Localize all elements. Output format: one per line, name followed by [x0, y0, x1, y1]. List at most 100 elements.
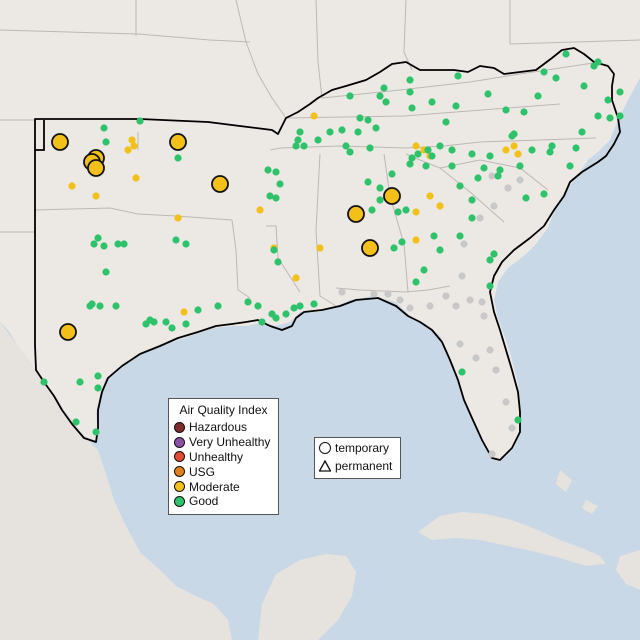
- monitor-marker-good[interactable]: [376, 92, 384, 100]
- monitor-marker-good[interactable]: [112, 302, 120, 310]
- monitor-marker-good[interactable]: [580, 82, 588, 90]
- monitor-marker-good[interactable]: [468, 214, 476, 222]
- monitor-marker-good[interactable]: [566, 162, 574, 170]
- monitor-marker-no-data[interactable]: [396, 296, 404, 304]
- monitor-marker-good[interactable]: [436, 246, 444, 254]
- monitor-marker-good[interactable]: [136, 117, 144, 125]
- monitor-marker-good[interactable]: [300, 142, 308, 150]
- monitor-marker-good[interactable]: [616, 88, 624, 96]
- monitor-marker-good[interactable]: [88, 300, 96, 308]
- monitor-marker-good[interactable]: [480, 164, 488, 172]
- monitor-marker-good[interactable]: [346, 148, 354, 156]
- monitor-marker-good[interactable]: [578, 128, 586, 136]
- monitor-marker-no-data[interactable]: [466, 296, 474, 304]
- monitor-marker-good[interactable]: [270, 246, 278, 254]
- monitor-marker-no-data[interactable]: [502, 398, 510, 406]
- monitor-marker-no-data[interactable]: [476, 214, 484, 222]
- monitor-marker-moderate[interactable]: [292, 274, 300, 282]
- monitor-marker-good[interactable]: [90, 240, 98, 248]
- monitor-marker-good[interactable]: [486, 256, 494, 264]
- monitor-marker-good[interactable]: [468, 196, 476, 204]
- monitor-marker-good[interactable]: [100, 124, 108, 132]
- monitor-marker-good[interactable]: [520, 108, 528, 116]
- monitor-marker-good[interactable]: [454, 72, 462, 80]
- monitor-marker-moderate-temporary[interactable]: [347, 205, 365, 223]
- monitor-marker-good[interactable]: [150, 318, 158, 326]
- monitor-marker-good[interactable]: [606, 114, 614, 122]
- monitor-marker-good[interactable]: [402, 206, 410, 214]
- monitor-marker-moderate[interactable]: [92, 192, 100, 200]
- monitor-marker-moderate[interactable]: [128, 136, 136, 144]
- monitor-marker-moderate[interactable]: [68, 182, 76, 190]
- monitor-marker-no-data[interactable]: [488, 450, 496, 458]
- monitor-marker-good[interactable]: [338, 126, 346, 134]
- monitor-marker-good[interactable]: [448, 146, 456, 154]
- monitor-marker-moderate[interactable]: [310, 112, 318, 120]
- monitor-marker-good[interactable]: [292, 142, 300, 150]
- monitor-marker-good[interactable]: [276, 180, 284, 188]
- monitor-marker-good[interactable]: [594, 112, 602, 120]
- monitor-marker-no-data[interactable]: [508, 424, 516, 432]
- monitor-marker-good[interactable]: [486, 282, 494, 290]
- monitor-marker-good[interactable]: [76, 378, 84, 386]
- monitor-marker-good[interactable]: [272, 194, 280, 202]
- monitor-marker-good[interactable]: [364, 178, 372, 186]
- monitor-marker-no-data[interactable]: [504, 184, 512, 192]
- monitor-marker-good[interactable]: [296, 302, 304, 310]
- monitor-marker-moderate-temporary[interactable]: [383, 187, 401, 205]
- monitor-marker-no-data[interactable]: [488, 172, 496, 180]
- monitor-marker-moderate-temporary[interactable]: [169, 133, 187, 151]
- monitor-marker-good[interactable]: [244, 298, 252, 306]
- monitor-marker-good[interactable]: [94, 384, 102, 392]
- monitor-marker-good[interactable]: [366, 144, 374, 152]
- monitor-marker-good[interactable]: [494, 172, 502, 180]
- monitor-marker-good[interactable]: [420, 266, 428, 274]
- monitor-marker-moderate-temporary[interactable]: [51, 133, 69, 151]
- monitor-marker-good[interactable]: [194, 306, 202, 314]
- monitor-marker-good[interactable]: [382, 98, 390, 106]
- monitor-marker-moderate[interactable]: [124, 146, 132, 154]
- monitor-marker-good[interactable]: [142, 320, 150, 328]
- monitor-marker-no-data[interactable]: [480, 312, 488, 320]
- monitor-marker-good[interactable]: [474, 174, 482, 182]
- monitor-marker-good[interactable]: [168, 324, 176, 332]
- monitor-marker-good[interactable]: [540, 68, 548, 76]
- monitor-marker-good[interactable]: [604, 96, 612, 104]
- monitor-marker-good[interactable]: [172, 236, 180, 244]
- monitor-marker-good[interactable]: [408, 104, 416, 112]
- monitor-marker-no-data[interactable]: [458, 272, 466, 280]
- monitor-marker-good[interactable]: [616, 112, 624, 120]
- monitor-marker-no-data[interactable]: [426, 302, 434, 310]
- monitor-marker-good[interactable]: [422, 162, 430, 170]
- monitor-marker-good[interactable]: [114, 240, 122, 248]
- monitor-marker-no-data[interactable]: [492, 366, 500, 374]
- monitor-marker-good[interactable]: [534, 92, 542, 100]
- monitor-marker-no-data[interactable]: [384, 290, 392, 298]
- monitor-marker-good[interactable]: [94, 372, 102, 380]
- monitor-marker-good[interactable]: [120, 240, 128, 248]
- monitor-marker-no-data[interactable]: [472, 354, 480, 362]
- monitor-marker-good[interactable]: [96, 302, 104, 310]
- monitor-marker-good[interactable]: [274, 258, 282, 266]
- monitor-marker-good[interactable]: [406, 76, 414, 84]
- monitor-marker-moderate[interactable]: [412, 142, 420, 150]
- monitor-marker-moderate[interactable]: [502, 146, 510, 154]
- monitor-marker-no-data[interactable]: [460, 240, 468, 248]
- monitor-marker-no-data[interactable]: [406, 304, 414, 312]
- monitor-marker-good[interactable]: [412, 278, 420, 286]
- monitor-marker-no-data[interactable]: [338, 288, 346, 296]
- monitor-marker-good[interactable]: [346, 92, 354, 100]
- monitor-marker-good[interactable]: [376, 184, 384, 192]
- monitor-marker-good[interactable]: [502, 106, 510, 114]
- monitor-marker-good[interactable]: [428, 152, 436, 160]
- monitor-marker-good[interactable]: [540, 190, 548, 198]
- monitor-marker-good[interactable]: [162, 318, 170, 326]
- monitor-marker-good[interactable]: [562, 50, 570, 58]
- monitor-marker-no-data[interactable]: [478, 298, 486, 306]
- monitor-marker-good[interactable]: [272, 314, 280, 322]
- monitor-marker-no-data[interactable]: [442, 292, 450, 300]
- monitor-marker-moderate[interactable]: [412, 208, 420, 216]
- monitor-marker-moderate-temporary[interactable]: [59, 323, 77, 341]
- monitor-marker-moderate[interactable]: [412, 236, 420, 244]
- monitor-marker-good[interactable]: [406, 160, 414, 168]
